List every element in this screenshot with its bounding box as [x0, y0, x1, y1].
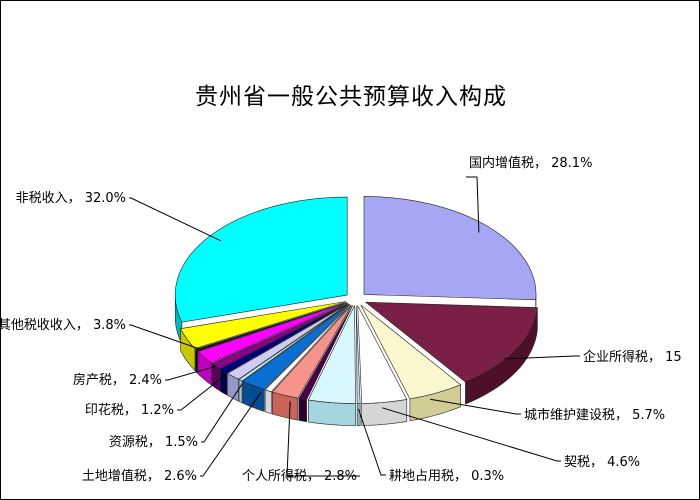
chart-title: 贵州省一般公共预算收入构成	[195, 84, 507, 110]
pie-slice-耕地占用税	[355, 305, 361, 404]
pie-slice-土地增值税	[242, 304, 351, 390]
pie-slice-slice-12	[219, 303, 349, 374]
leader-line-国内增值税	[466, 176, 480, 233]
data-label-土地增值税: 土地增值税， 2.6%	[82, 468, 197, 484]
leader-line-耕地占用税	[357, 408, 386, 476]
pie-side-slice-12	[219, 368, 228, 396]
pie-slice-契税	[357, 305, 408, 404]
pie-slice-城市维护建设税	[360, 304, 462, 400]
data-label-城市维护建设税: 城市维护建设税， 5.7%	[524, 407, 665, 423]
leader-line-资源税	[201, 383, 243, 443]
pie-slice-slice-10	[238, 303, 350, 382]
pie-side-slice-15	[195, 348, 198, 374]
leader-line-房产税	[165, 365, 216, 381]
pie-slice-个人所得税	[271, 304, 352, 399]
pie-side-slice-6	[298, 398, 307, 423]
pie-slice-slice-6	[298, 305, 354, 401]
data-label-资源税: 资源税， 1.5%	[109, 435, 198, 450]
leader-line-非税收入	[129, 197, 222, 242]
data-label-国内增值税: 国内增值税， 28.1%	[469, 155, 592, 171]
pie-slice-印花税	[211, 302, 348, 370]
leader-line-企业所得税	[504, 355, 580, 360]
pie-slice-slice-15	[194, 301, 347, 352]
data-label-印花税: 印花税， 1.2%	[85, 402, 174, 418]
leader-line-契税	[382, 407, 561, 462]
data-label-企业所得税: 企业所得税， 15	[583, 349, 682, 365]
leader-line-土地增值税	[200, 392, 262, 477]
pie-slice-国内增值税	[363, 196, 537, 301]
pie-slice-其他税收收入	[180, 301, 346, 349]
pie-side-耕地占用税	[356, 403, 361, 426]
pie-slice-slice-5	[307, 305, 356, 404]
data-label-个人所得税: 个人所得税， 2.8%	[242, 468, 357, 484]
pie-slice-非税收入	[174, 196, 348, 323]
leader-line-个人所得税	[286, 401, 360, 477]
pie-slice-房产税	[197, 302, 348, 364]
data-label-非税收入: 非税收入， 32.0%	[16, 191, 126, 206]
pie-side-slice-10	[238, 378, 243, 404]
pie-slice-企业所得税	[364, 301, 538, 383]
pie-slice-资源税	[226, 303, 349, 380]
leader-line-城市维护建设税	[430, 398, 521, 415]
data-label-耕地占用税: 耕地占用税， 0.3%	[389, 468, 504, 484]
data-label-其他税收收入: 其他税收收入， 3.8%	[1, 318, 126, 333]
data-label-契税: 契税， 4.6%	[564, 455, 640, 470]
leader-line-其他税收收入	[129, 324, 200, 350]
pie-side-slice-8	[264, 389, 272, 415]
pie-slice-slice-8	[264, 304, 351, 393]
data-label-房产税: 房产税， 2.4%	[73, 372, 162, 388]
leader-line-印花税	[177, 373, 227, 411]
